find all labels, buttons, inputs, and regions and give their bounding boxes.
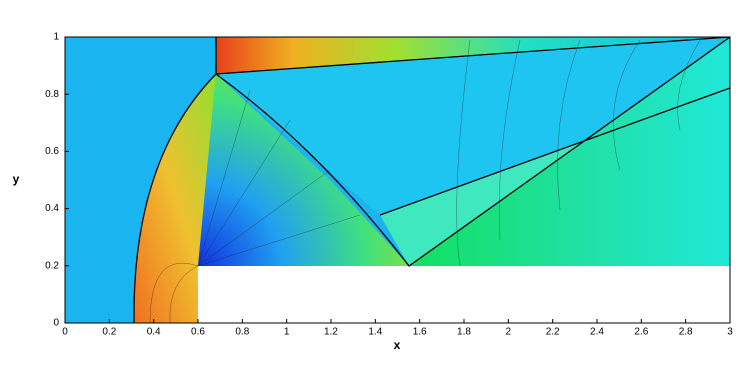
x-tick-label: 1.6	[413, 327, 427, 338]
x-tick-label: 2.8	[679, 327, 693, 338]
x-tick-label: 1	[284, 327, 290, 338]
expansion-fan	[198, 74, 409, 266]
x-tick-label: 0.6	[191, 327, 205, 338]
x-tick-label: 0	[62, 327, 68, 338]
y-tick-label: 0	[53, 318, 59, 329]
x-tick-label: 1.2	[324, 327, 338, 338]
x-tick-label: 1.4	[368, 327, 382, 338]
shock-lines	[133, 36, 731, 324]
bow-region	[133, 74, 216, 323]
x-axis-label: x	[394, 338, 401, 352]
x-tick-label: 0.8	[235, 327, 249, 338]
y-tick-label: 0.2	[45, 260, 59, 271]
contour-field	[64, 36, 731, 324]
step	[198, 266, 730, 323]
x-tick-label: 2.2	[546, 327, 560, 338]
x-tick-label: 2	[506, 327, 512, 338]
x-tick-label: 0.4	[147, 327, 161, 338]
contour-lines	[149, 39, 701, 324]
y-tick-label: 0.6	[45, 146, 59, 157]
x-tick-label: 3	[727, 327, 733, 338]
y-tick-label: 0.4	[45, 203, 59, 214]
mid-region	[216, 37, 730, 215]
y-tick-label: 0.8	[45, 89, 59, 100]
plot-frame	[64, 36, 731, 324]
y-tick-label: 1	[53, 32, 59, 43]
x-tick-label: 0.2	[102, 327, 116, 338]
x-tick-label: 2.4	[590, 327, 604, 338]
x-tick-label: 1.8	[457, 327, 471, 338]
y-axis-label: y	[13, 172, 20, 186]
x-tick-label: 2.6	[634, 327, 648, 338]
